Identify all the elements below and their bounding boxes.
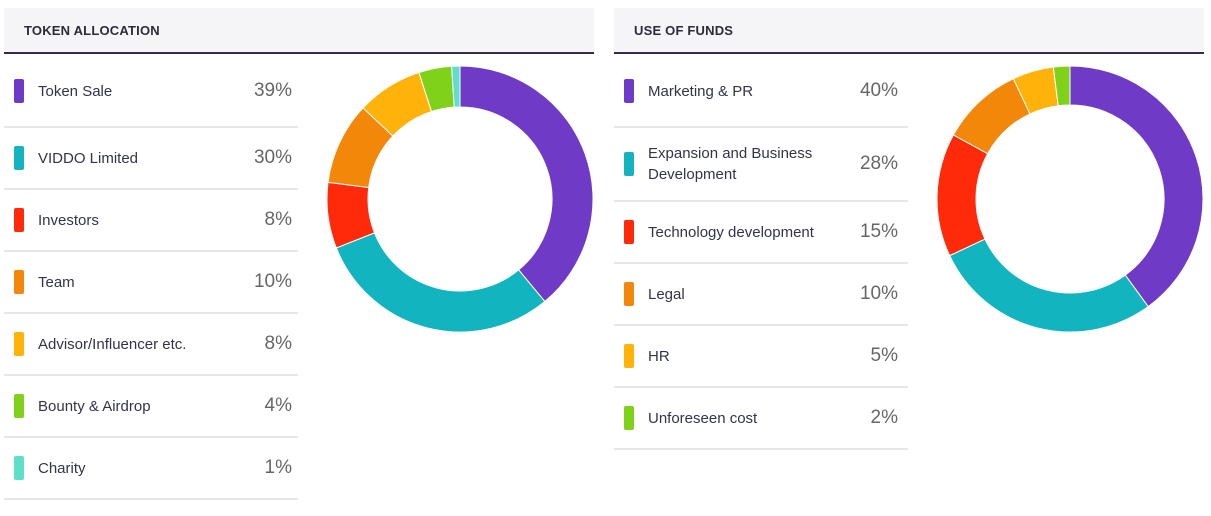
donut-slice[interactable] (335, 232, 546, 333)
legend-percent: 8% (264, 333, 292, 354)
legend-color-swatch (14, 332, 24, 356)
legend-label: Expansion and Business Development (648, 145, 813, 183)
donut-slice[interactable] (936, 134, 989, 257)
legend-color-swatch (14, 208, 24, 232)
legend-item: Team 10% (4, 252, 298, 314)
legend-item: Advisor/Influencer etc. 8% (4, 314, 298, 376)
legend-percent: 28% (859, 153, 898, 174)
legend-item: Expansion and Business Development 28% (614, 128, 908, 202)
legend-percent: 10% (253, 271, 292, 292)
legend-percent: 40% (859, 80, 898, 101)
legend-label: Bounty & Airdrop (38, 397, 151, 415)
donut-slice[interactable] (459, 65, 594, 303)
legend-item: Legal 10% (614, 264, 908, 326)
legend-item: Marketing & PR 40% (614, 56, 908, 128)
legend-percent: 1% (264, 457, 292, 478)
donut-slice[interactable] (1052, 65, 1071, 107)
legend-item: Technology development 15% (614, 202, 908, 264)
legend-color-swatch (14, 394, 24, 418)
legend-percent: 8% (264, 209, 292, 230)
use-of-funds-legend: Marketing & PR 40% Expansion and Business … (614, 56, 908, 450)
legend-color-swatch (624, 220, 634, 244)
legend-label: Advisor/Influencer etc. (38, 335, 187, 353)
legend-color-swatch (624, 344, 634, 368)
legend-percent: 39% (253, 80, 292, 101)
donut-slice[interactable] (1069, 65, 1204, 308)
token-allocation-panel: TOKEN ALLOCATION Token Sale 39% VIDDO Limi… (4, 8, 594, 508)
legend-color-swatch (624, 79, 634, 103)
legend-color-swatch (14, 146, 24, 170)
legend-label: Marketing & PR (648, 82, 754, 100)
use-of-funds-panel: USE OF FUNDS Marketing & PR 40% Expansion … (614, 8, 1204, 508)
legend-item: Investors 8% (4, 190, 298, 252)
donut-slice[interactable] (948, 238, 1149, 333)
legend-label: Legal (648, 285, 685, 303)
legend-label: Unforeseen cost (648, 409, 758, 427)
legend-percent: 15% (859, 221, 898, 242)
legend-item: Bounty & Airdrop 4% (4, 376, 298, 438)
legend-item: HR 5% (614, 326, 908, 388)
token-allocation-donut-chart (326, 65, 594, 333)
legend-label: Team (38, 273, 75, 291)
legend-percent: 5% (870, 345, 898, 366)
legend-item: Token Sale 39% (4, 56, 298, 128)
legend-item: VIDDO Limited 30% (4, 128, 298, 190)
legend-label: HR (648, 347, 670, 365)
legend-label: Investors (38, 211, 99, 229)
legend-color-swatch (624, 406, 634, 430)
legend-color-swatch (624, 282, 634, 306)
use-of-funds-title: USE OF FUNDS (614, 8, 1204, 54)
legend-label: VIDDO Limited (38, 149, 139, 167)
donut-slice[interactable] (451, 65, 461, 108)
legend-label: Charity (38, 459, 86, 477)
token-allocation-legend: Token Sale 39% VIDDO Limited 30% Investors 8%… (4, 56, 298, 500)
legend-percent: 10% (859, 283, 898, 304)
legend-label: Token Sale (38, 82, 113, 100)
legend-percent: 30% (253, 147, 292, 168)
legend-percent: 4% (264, 395, 292, 416)
legend-percent: 2% (870, 407, 898, 428)
legend-color-swatch (14, 270, 24, 294)
legend-color-swatch (624, 152, 634, 176)
legend-item: Charity 1% (4, 438, 298, 500)
legend-color-swatch (14, 79, 24, 103)
legend-color-swatch (14, 456, 24, 480)
legend-label: Technology development (648, 223, 814, 241)
legend-item: Unforeseen cost 2% (614, 388, 908, 450)
use-of-funds-donut-chart (936, 65, 1204, 333)
token-allocation-title: TOKEN ALLOCATION (4, 8, 594, 54)
